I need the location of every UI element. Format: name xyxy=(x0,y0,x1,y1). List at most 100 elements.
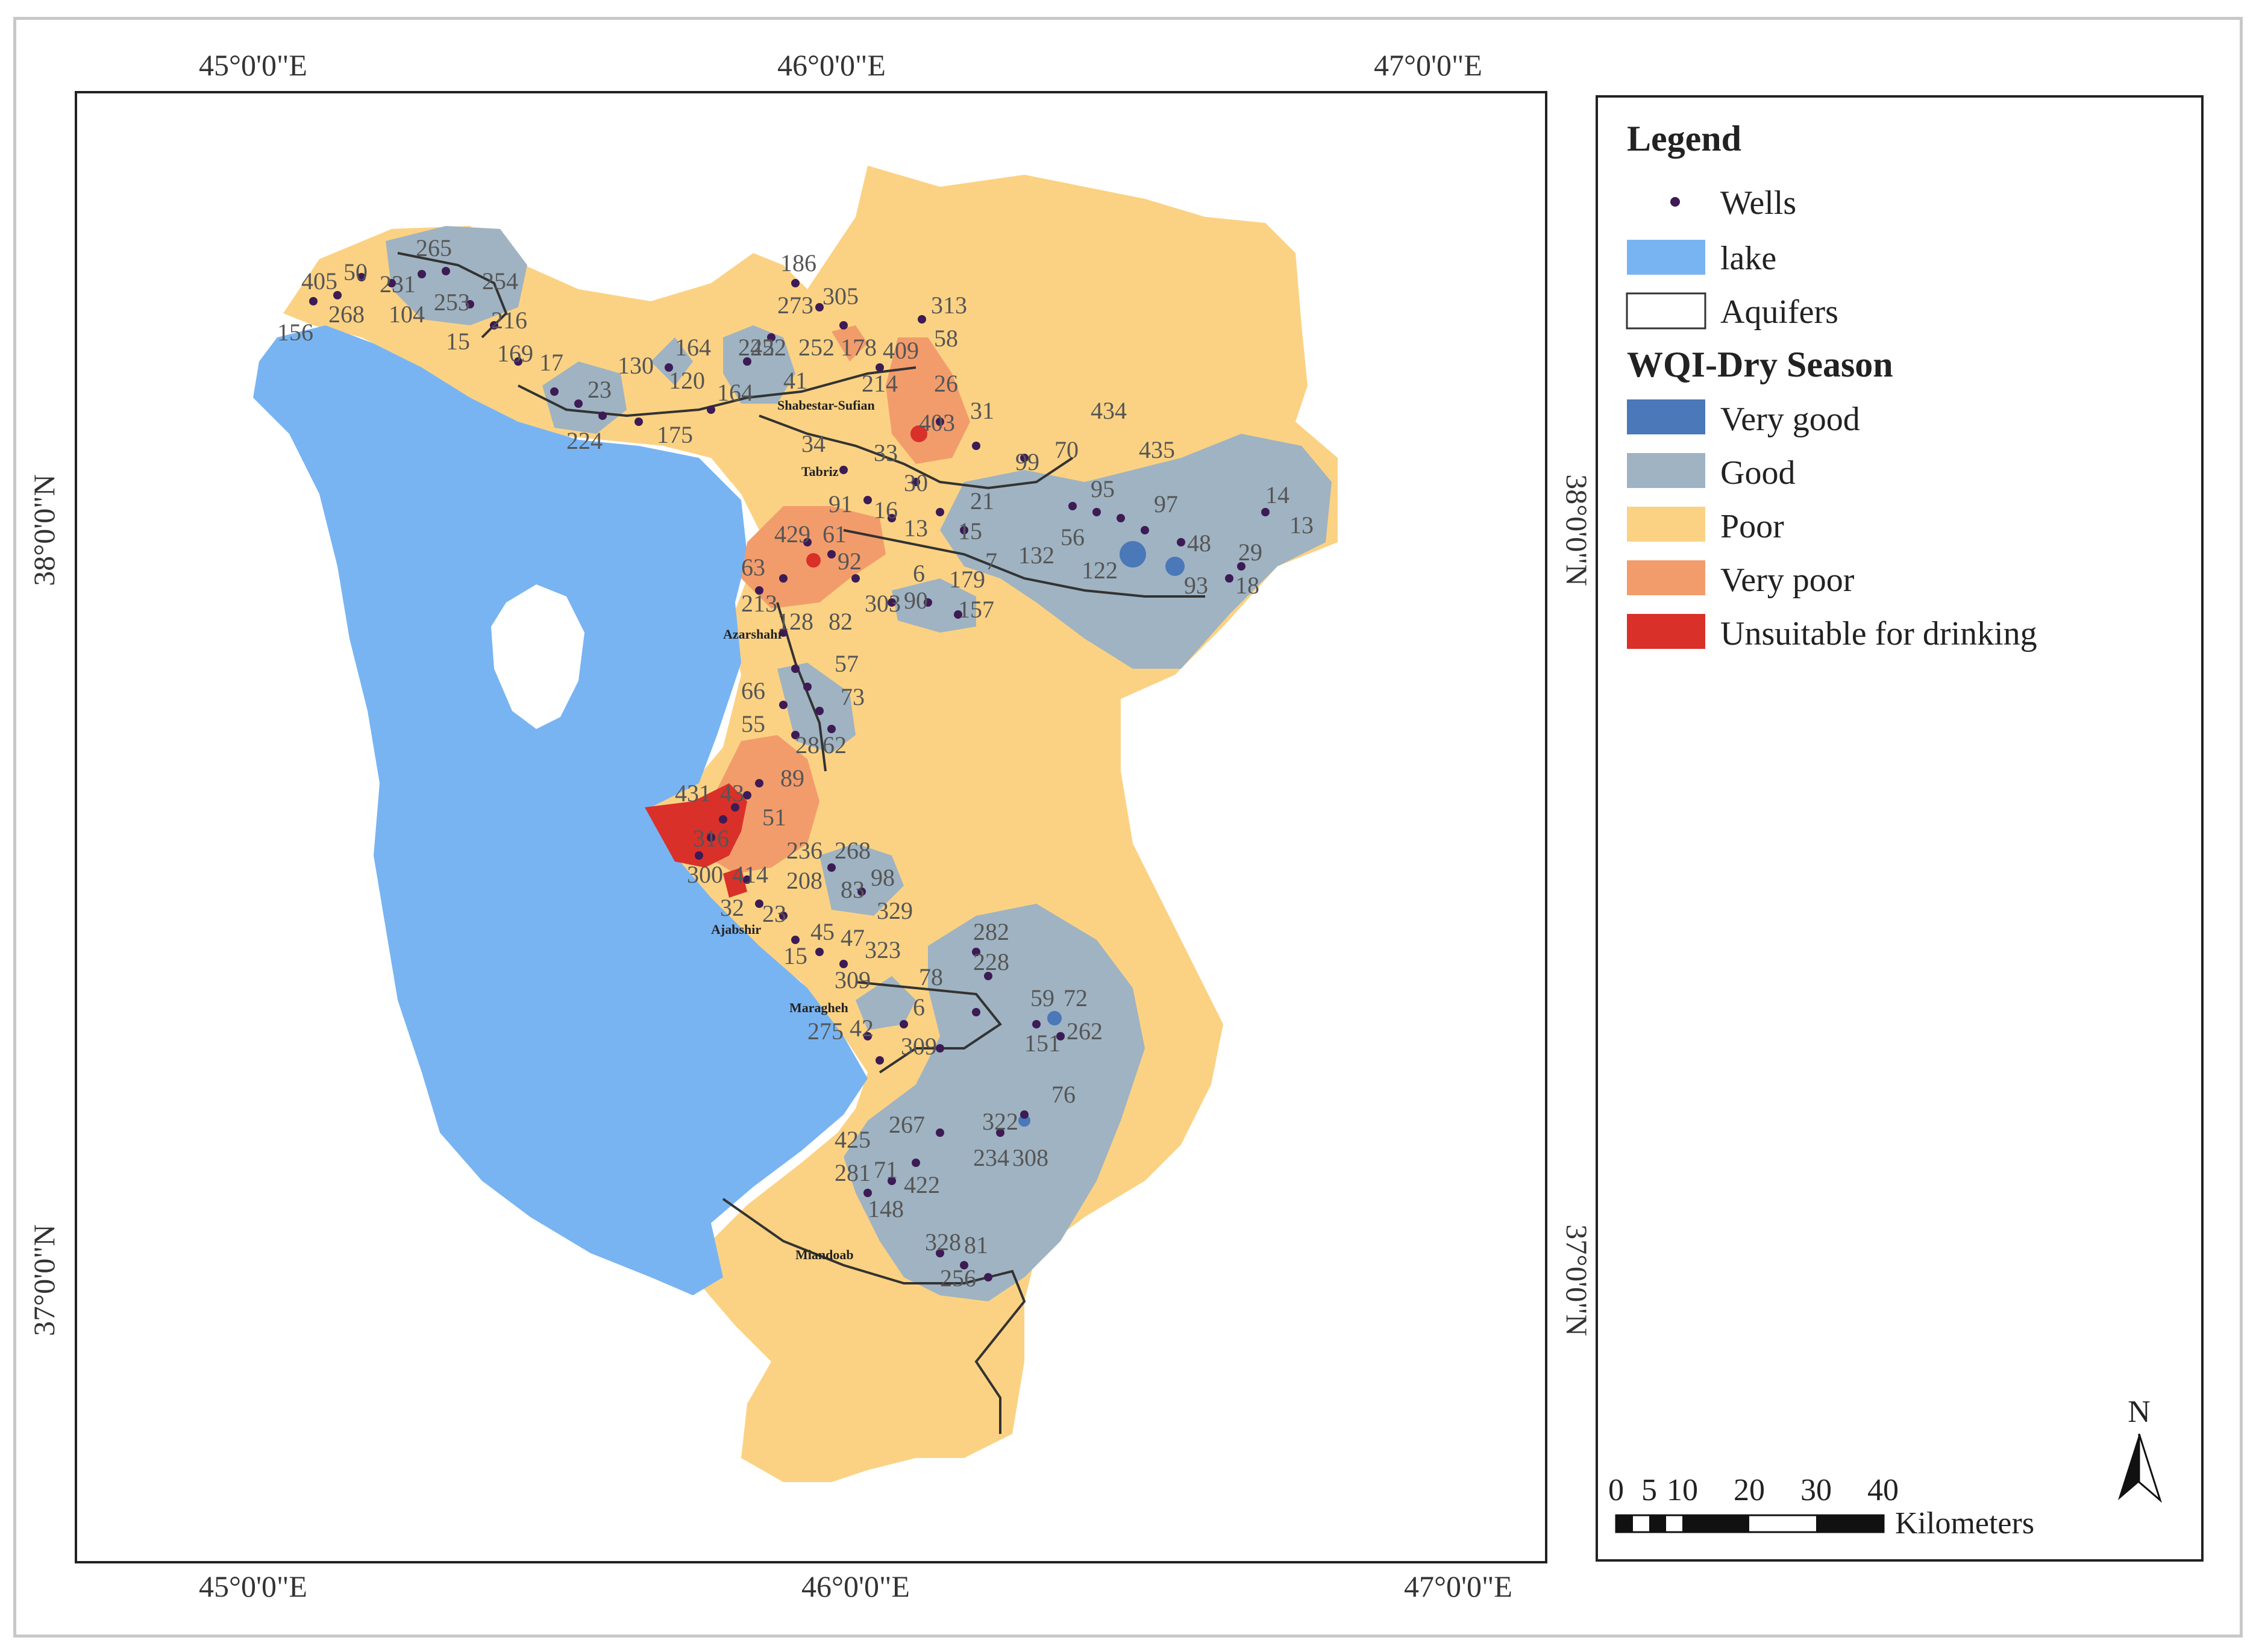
well-label: 14 xyxy=(1265,481,1289,508)
aquifers-swatch xyxy=(1626,292,1706,330)
scale-segment xyxy=(1682,1515,1749,1532)
well-label: 41 xyxy=(783,367,807,394)
well-label: 70 xyxy=(1054,436,1079,463)
well-label: 34 xyxy=(801,430,826,457)
scale-segment xyxy=(1816,1515,1883,1532)
well-label: 13 xyxy=(1289,512,1314,539)
well-label: 151 xyxy=(1024,1030,1061,1057)
lake-island xyxy=(491,584,584,729)
well-label: 231 xyxy=(380,271,416,298)
well-label: 28 xyxy=(795,731,819,759)
legend-lake-label: lake xyxy=(1720,240,1776,277)
well-label: 265 xyxy=(416,234,452,261)
well-label: 409 xyxy=(883,337,919,364)
well-label: 90 xyxy=(904,587,928,614)
well-label: 50 xyxy=(343,258,368,286)
well-label: 76 xyxy=(1051,1081,1076,1108)
well-label: 309 xyxy=(835,966,871,993)
legend-wqi-title: WQI-Dry Season xyxy=(1627,345,1893,384)
well-label: 422 xyxy=(904,1171,940,1198)
legend-good-label: Good xyxy=(1720,454,1795,492)
very-poor-swatch xyxy=(1627,560,1705,595)
coord-left-37: 37°0'0"N xyxy=(27,1224,61,1336)
well-label: 83 xyxy=(841,876,865,903)
well-label: 62 xyxy=(822,731,847,759)
town-label-azarshahr: Azarshahr xyxy=(723,627,783,642)
well-label: 29 xyxy=(1238,539,1262,566)
well-label: 323 xyxy=(865,936,901,963)
scale-tick-40: 40 xyxy=(1867,1473,1899,1507)
well-label: 252 xyxy=(798,334,835,361)
well-label: 82 xyxy=(829,608,853,635)
scale-tick-0: 0 xyxy=(1608,1473,1624,1507)
well-label: 242 xyxy=(738,334,774,361)
well-label: 45 xyxy=(810,918,835,945)
well-label: 23 xyxy=(587,376,612,403)
well-label: 98 xyxy=(871,864,895,891)
well-label: 313 xyxy=(931,292,967,319)
well-label: 30 xyxy=(904,469,928,496)
well-label: 169 xyxy=(497,340,533,367)
well-label: 72 xyxy=(1064,984,1088,1012)
legend-title: Legend xyxy=(1627,119,1741,158)
legend-frame xyxy=(1596,95,2204,1562)
coord-right-38: 38°0'0"N xyxy=(1560,474,1594,586)
well-label: 31 xyxy=(970,397,994,424)
town-label-ajabshir: Ajabshir xyxy=(711,922,761,937)
well-label: 268 xyxy=(328,301,365,328)
north-label: N xyxy=(2128,1395,2151,1429)
north-arrow-icon-outline xyxy=(2138,1433,2163,1503)
lake-swatch xyxy=(1627,240,1705,275)
well-label: 89 xyxy=(780,765,804,792)
well-label: 308 xyxy=(1012,1144,1048,1171)
unsuitable-swatch xyxy=(1627,614,1705,649)
scale-segment xyxy=(1649,1515,1666,1532)
well-label: 322 xyxy=(982,1108,1018,1135)
well-label: 99 xyxy=(1015,448,1039,475)
well-label: 178 xyxy=(841,334,877,361)
well-label: 92 xyxy=(838,548,862,575)
well-label: 267 xyxy=(889,1111,925,1138)
well-label: 431 xyxy=(675,780,711,807)
well-id-labels: 265 405 50 231 254 268 104 253 216 156 1… xyxy=(277,234,1314,1292)
well-label: 328 xyxy=(925,1228,961,1256)
well-label: 58 xyxy=(934,325,958,352)
well-label: 435 xyxy=(1139,436,1175,463)
coord-bottom-47: 47°0'0"E xyxy=(1404,1569,1512,1603)
well-label: 73 xyxy=(841,683,865,710)
well-label: 57 xyxy=(835,650,859,677)
coord-top-47: 47°0'0"E xyxy=(1374,48,1482,82)
lake-urmia xyxy=(253,325,868,1295)
well-label: 61 xyxy=(822,521,847,548)
scale-tick-30: 30 xyxy=(1800,1473,1832,1507)
well-label: 253 xyxy=(434,289,470,316)
well-label: 33 xyxy=(874,439,898,466)
scale-tick-5: 5 xyxy=(1641,1473,1657,1507)
well-label: 104 xyxy=(389,301,425,328)
well-label: 63 xyxy=(741,554,765,581)
well-label: 403 xyxy=(919,409,955,436)
well-label: 43 xyxy=(720,780,744,807)
north-arrow-icon xyxy=(2118,1434,2139,1500)
well-label: 164 xyxy=(717,379,753,406)
well-label: 273 xyxy=(777,292,813,319)
wqi-unsuitable-zones xyxy=(645,425,927,898)
well-label: 236 xyxy=(786,837,822,864)
town-label-maragheh: Maragheh xyxy=(789,1000,848,1015)
well-label: 282 xyxy=(973,918,1009,945)
well-label: 128 xyxy=(777,608,813,635)
well-label: 309 xyxy=(901,1033,937,1060)
well-label: 405 xyxy=(301,268,337,295)
well-label: 13 xyxy=(904,515,928,542)
wqi-good-zones xyxy=(386,226,1332,1301)
well-label: 130 xyxy=(618,352,654,379)
legend-wells-label: Wells xyxy=(1720,184,1796,222)
wells-symbol xyxy=(1670,197,1680,207)
well-label: 156 xyxy=(277,319,313,346)
well-label: 42 xyxy=(850,1015,874,1042)
well-label: 148 xyxy=(868,1195,904,1222)
coord-bottom-45: 45°0'0"E xyxy=(199,1569,307,1603)
scale-segment xyxy=(1616,1515,1633,1532)
legend-unsuitable-label: Unsuitable for drinking xyxy=(1720,615,2037,652)
